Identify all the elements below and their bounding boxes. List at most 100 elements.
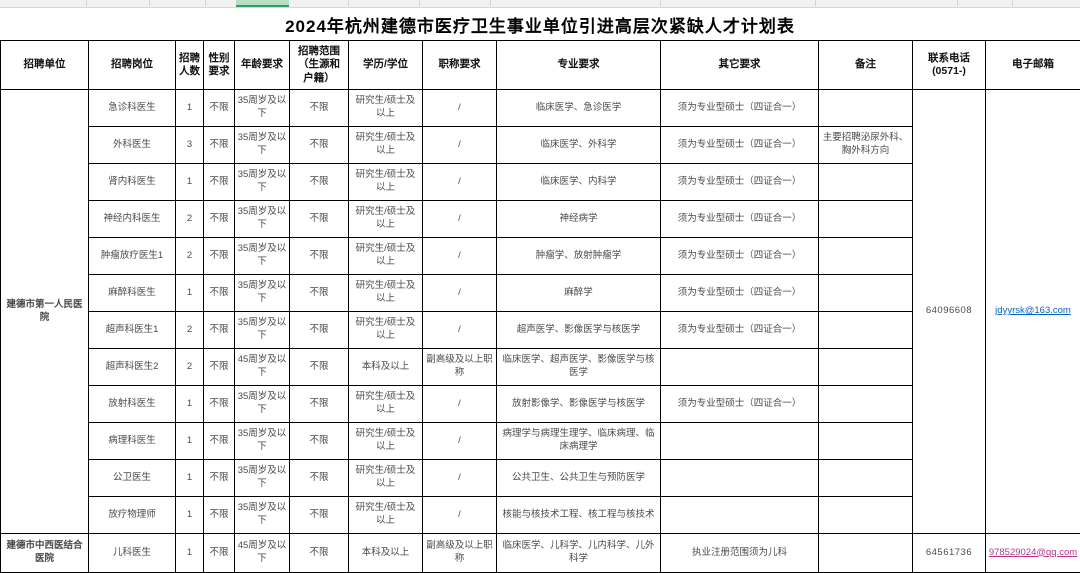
count-cell: 1 — [176, 534, 204, 573]
column-header-7: 学历/学位 — [349, 41, 423, 90]
other-cell — [661, 497, 819, 534]
post-cell: 外科医生 — [89, 127, 176, 164]
remark-cell — [819, 275, 913, 312]
column-header-3: 招聘 人数 — [176, 41, 204, 90]
age-cell: 35周岁及以下 — [235, 90, 290, 127]
column-header-6: 招聘范围 （生源和 户籍） — [290, 41, 349, 90]
spreadsheet-row-remnant — [0, 0, 1080, 8]
other-cell: 须为专业型硕士（四证合一） — [661, 312, 819, 349]
gender-cell: 不限 — [204, 90, 235, 127]
major-cell: 临床医学、急诊医学 — [497, 90, 661, 127]
scope-cell: 不限 — [290, 127, 349, 164]
major-cell: 临床医学、儿科学、儿内科学、儿外科学 — [497, 534, 661, 573]
gender-cell: 不限 — [204, 534, 235, 573]
other-cell — [661, 460, 819, 497]
other-cell: 须为专业型硕士（四证合一） — [661, 201, 819, 238]
post-cell: 神经内科医生 — [89, 201, 176, 238]
count-cell: 3 — [176, 127, 204, 164]
age-cell: 35周岁及以下 — [235, 312, 290, 349]
degree-cell: 研究生/硕士及以上 — [349, 423, 423, 460]
age-cell: 35周岁及以下 — [235, 201, 290, 238]
scope-cell: 不限 — [290, 201, 349, 238]
title_req-cell: / — [423, 497, 497, 534]
selected-cell-indicator — [236, 0, 289, 7]
gender-cell: 不限 — [204, 275, 235, 312]
degree-cell: 研究生/硕士及以上 — [349, 497, 423, 534]
other-cell: 执业注册范围须为儿科 — [661, 534, 819, 573]
title_req-cell: / — [423, 164, 497, 201]
other-cell: 须为专业型硕士（四证合一） — [661, 90, 819, 127]
major-cell: 超声医学、影像医学与核医学 — [497, 312, 661, 349]
degree-cell: 研究生/硕士及以上 — [349, 201, 423, 238]
gender-cell: 不限 — [204, 423, 235, 460]
title_req-cell: / — [423, 386, 497, 423]
email-link[interactable]: 978529024@qq.com — [989, 547, 1077, 558]
other-cell: 须为专业型硕士（四证合一） — [661, 238, 819, 275]
major-cell: 麻醉学 — [497, 275, 661, 312]
age-cell: 35周岁及以下 — [235, 423, 290, 460]
count-cell: 2 — [176, 201, 204, 238]
grid-line — [490, 0, 491, 6]
grid-line — [149, 0, 150, 6]
grid-line — [1012, 0, 1013, 6]
degree-cell: 研究生/硕士及以上 — [349, 460, 423, 497]
scope-cell: 不限 — [290, 460, 349, 497]
gender-cell: 不限 — [204, 349, 235, 386]
grid-line — [815, 0, 816, 6]
count-cell: 1 — [176, 423, 204, 460]
grid-line — [660, 0, 661, 6]
age-cell: 35周岁及以下 — [235, 164, 290, 201]
degree-cell: 研究生/硕士及以上 — [349, 90, 423, 127]
email-link[interactable]: jdyyrsk@163.com — [995, 305, 1071, 316]
remark-cell — [819, 349, 913, 386]
remark-cell — [819, 534, 913, 573]
column-header-4: 性别 要求 — [204, 41, 235, 90]
title_req-cell: / — [423, 90, 497, 127]
age-cell: 45周岁及以下 — [235, 534, 290, 573]
remark-cell — [819, 386, 913, 423]
gender-cell: 不限 — [204, 460, 235, 497]
degree-cell: 本科及以上 — [349, 349, 423, 386]
scope-cell: 不限 — [290, 238, 349, 275]
major-cell: 临床医学、外科学 — [497, 127, 661, 164]
gender-cell: 不限 — [204, 386, 235, 423]
unit-cell: 建德市中西医结合医院 — [1, 534, 89, 573]
age-cell: 35周岁及以下 — [235, 460, 290, 497]
count-cell: 1 — [176, 497, 204, 534]
age-cell: 35周岁及以下 — [235, 238, 290, 275]
major-cell: 神经病学 — [497, 201, 661, 238]
gender-cell: 不限 — [204, 497, 235, 534]
degree-cell: 研究生/硕士及以上 — [349, 238, 423, 275]
major-cell: 核能与核技术工程、核工程与核技术 — [497, 497, 661, 534]
recruitment-table: 招聘单位招聘岗位招聘 人数性别 要求年龄要求招聘范围 （生源和 户籍）学历/学位… — [0, 40, 1080, 573]
post-cell: 超声科医生2 — [89, 349, 176, 386]
post-cell: 放射科医生 — [89, 386, 176, 423]
count-cell: 1 — [176, 90, 204, 127]
degree-cell: 研究生/硕士及以上 — [349, 164, 423, 201]
remark-cell — [819, 497, 913, 534]
remark-cell — [819, 201, 913, 238]
unit-cell: 建德市第一人民医院 — [1, 90, 89, 534]
count-cell: 2 — [176, 312, 204, 349]
column-header-9: 专业要求 — [497, 41, 661, 90]
count-cell: 1 — [176, 460, 204, 497]
title_req-cell: 副高级及以上职称 — [423, 534, 497, 573]
gender-cell: 不限 — [204, 164, 235, 201]
scope-cell: 不限 — [290, 534, 349, 573]
title_req-cell: / — [423, 127, 497, 164]
scope-cell: 不限 — [290, 275, 349, 312]
count-cell: 1 — [176, 275, 204, 312]
title_req-cell: / — [423, 275, 497, 312]
remark-cell — [819, 312, 913, 349]
gender-cell: 不限 — [204, 127, 235, 164]
scope-cell: 不限 — [290, 90, 349, 127]
age-cell: 35周岁及以下 — [235, 386, 290, 423]
title_req-cell: / — [423, 238, 497, 275]
title_req-cell: 副高级及以上职称 — [423, 349, 497, 386]
column-header-2: 招聘岗位 — [89, 41, 176, 90]
title_req-cell: / — [423, 460, 497, 497]
post-cell: 儿科医生 — [89, 534, 176, 573]
major-cell: 肿瘤学、放射肿瘤学 — [497, 238, 661, 275]
email-cell: 978529024@qq.com — [986, 534, 1080, 573]
